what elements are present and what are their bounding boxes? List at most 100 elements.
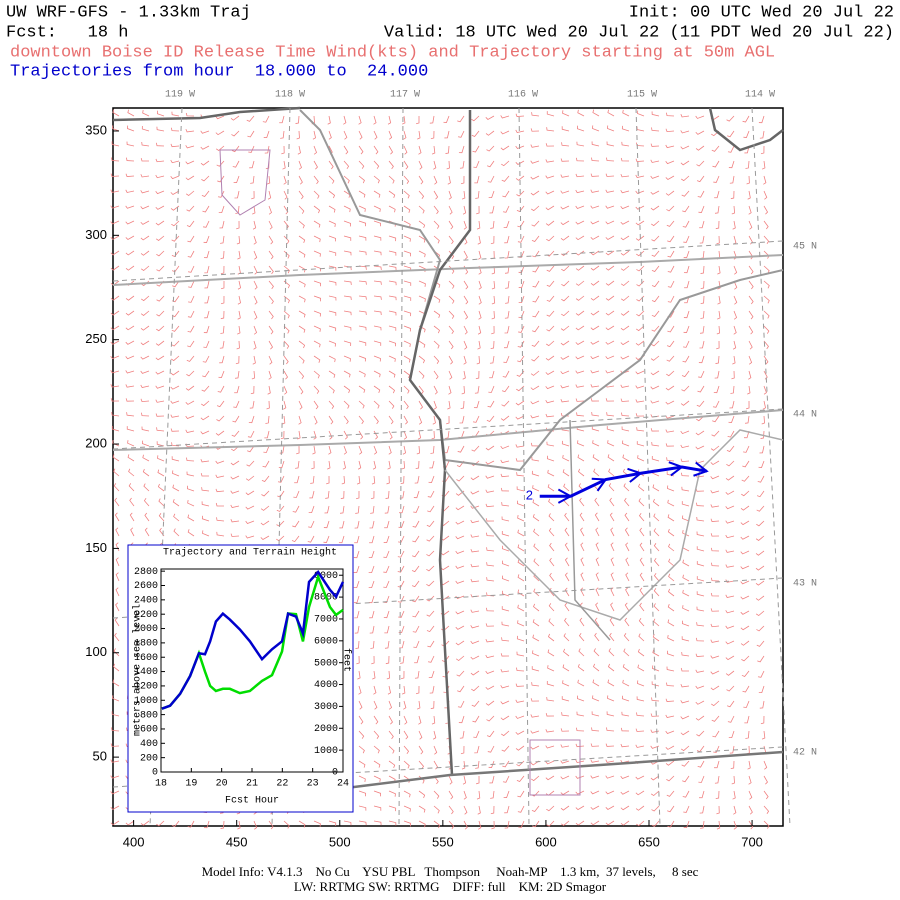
wind-barb xyxy=(283,250,290,259)
wind-barb xyxy=(763,340,769,350)
wind-barb xyxy=(515,175,525,181)
wind-barb xyxy=(607,125,615,132)
wind-barb xyxy=(667,820,675,828)
wind-barb xyxy=(695,700,705,705)
wind-barb xyxy=(187,500,195,507)
wind-barb xyxy=(455,625,465,630)
wind-barb xyxy=(313,175,319,185)
wind-barb xyxy=(487,175,495,183)
boundary xyxy=(569,419,611,641)
wind-barb xyxy=(383,550,390,558)
wind-barb xyxy=(576,695,585,702)
wind-barb xyxy=(651,681,660,687)
wind-barb xyxy=(230,490,240,494)
wind-barb xyxy=(564,587,570,597)
wind-barb xyxy=(635,385,645,389)
wind-barb xyxy=(590,340,600,345)
wind-barb xyxy=(185,190,195,197)
inset-y-tick-label: 2400 xyxy=(134,595,158,606)
wind-barb xyxy=(606,412,615,417)
wind-barb xyxy=(470,670,480,676)
wind-barb xyxy=(564,527,570,537)
wind-barb xyxy=(605,355,615,360)
wind-barb xyxy=(560,775,570,780)
wind-barb xyxy=(339,520,345,529)
wind-barb xyxy=(636,441,645,447)
wind-barb xyxy=(504,340,510,349)
wind-barb xyxy=(580,527,585,537)
wind-barb xyxy=(373,805,382,811)
wind-barb xyxy=(712,415,720,423)
wind-barb xyxy=(156,126,165,132)
wind-barb xyxy=(683,325,690,333)
wind-barb xyxy=(650,143,660,147)
wind-barb xyxy=(388,400,395,409)
wind-barb xyxy=(575,325,585,331)
wind-barb xyxy=(639,527,645,537)
wind-barb xyxy=(710,504,720,508)
wind-barb xyxy=(220,820,225,829)
wind-barb xyxy=(267,190,272,200)
wind-barb xyxy=(358,160,365,169)
wind-barb xyxy=(343,205,351,213)
wind-barb xyxy=(373,175,380,184)
wind-barb xyxy=(545,143,555,147)
wind-barb xyxy=(667,265,675,273)
wind-barb xyxy=(140,220,150,225)
wind-barb xyxy=(279,115,285,124)
wind-barb xyxy=(698,355,705,364)
wind-barb xyxy=(470,609,480,613)
wind-barb xyxy=(418,145,422,155)
wind-barb xyxy=(517,805,525,813)
wind-barb xyxy=(532,820,540,828)
wind-barb xyxy=(578,468,585,477)
wind-barb xyxy=(268,235,274,245)
wind-barb xyxy=(622,440,630,447)
wind-barb xyxy=(474,385,480,394)
wind-barb xyxy=(200,415,210,421)
wind-barb xyxy=(516,385,525,392)
wind-barb xyxy=(762,400,766,410)
wind-barb xyxy=(418,820,426,828)
inset-y-tick-label: 200 xyxy=(140,753,158,764)
wind-barb xyxy=(112,109,120,117)
wind-barb xyxy=(298,340,306,349)
wind-barb xyxy=(125,398,135,402)
wind-barb xyxy=(501,531,510,537)
wind-barb xyxy=(313,205,321,214)
inset-y-tick-label: 600 xyxy=(140,725,158,736)
wind-barb xyxy=(580,557,585,567)
wind-barb xyxy=(448,355,454,365)
wind-barb xyxy=(546,455,555,462)
wind-barb xyxy=(560,205,570,210)
wind-barb xyxy=(729,400,735,409)
wind-barb xyxy=(652,649,660,657)
wind-barb xyxy=(665,385,675,391)
wind-barb xyxy=(485,623,495,627)
wind-barb xyxy=(328,250,337,256)
wind-barb xyxy=(635,190,645,194)
wind-barb xyxy=(620,310,630,316)
wind-barb xyxy=(696,175,705,183)
inset-y-tick-label: 2000 xyxy=(134,624,158,635)
wind-barb xyxy=(759,130,765,139)
wind-barb xyxy=(247,130,255,138)
wind-barb xyxy=(388,820,397,826)
wind-barb xyxy=(501,575,510,582)
wind-barb xyxy=(486,730,495,738)
wind-barb xyxy=(730,385,735,394)
wind-barb xyxy=(639,572,645,582)
wind-barb xyxy=(733,805,737,815)
wind-barb xyxy=(455,505,465,511)
wind-barb xyxy=(204,295,210,304)
wind-barb xyxy=(447,400,451,410)
wind-barb xyxy=(171,442,180,447)
wind-barb xyxy=(763,325,770,334)
wind-barb xyxy=(575,265,585,271)
latitude-label: 44 N xyxy=(793,410,817,421)
wind-barb xyxy=(577,679,585,687)
wind-barb xyxy=(530,442,540,447)
wind-barb xyxy=(403,175,410,184)
wind-barb xyxy=(478,250,482,260)
wind-barb xyxy=(388,790,396,797)
